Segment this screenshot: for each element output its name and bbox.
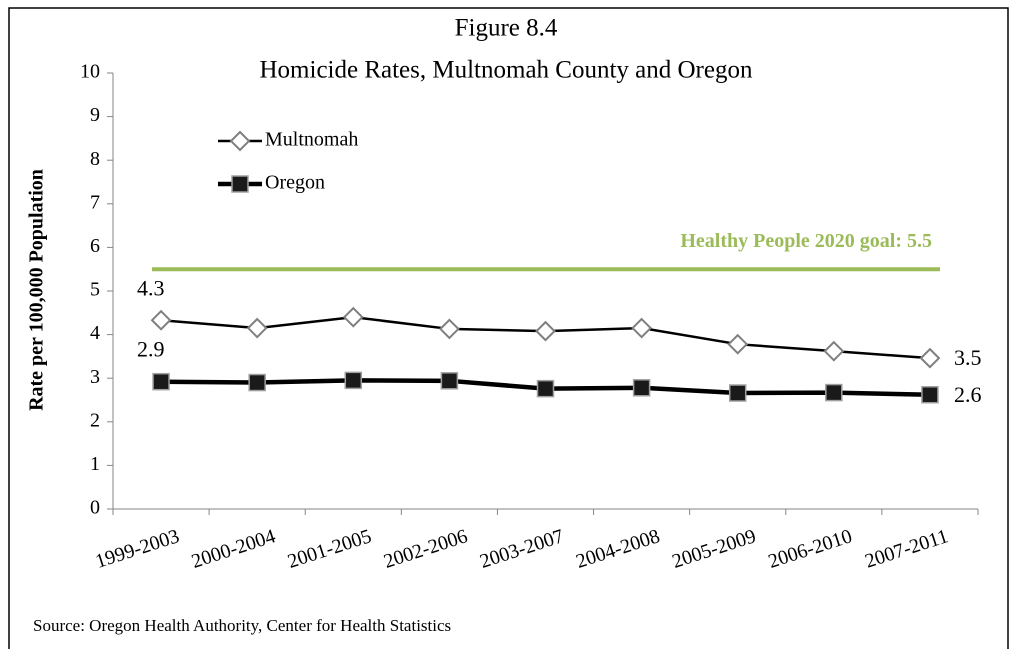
- chart-frame: [8, 7, 1009, 649]
- marker-diamond: [229, 130, 251, 152]
- marker-square: [231, 175, 249, 193]
- y-tick-label: 3: [90, 366, 100, 388]
- marker-diamond: [438, 318, 460, 340]
- y-tick-label: 0: [90, 497, 100, 519]
- marker-square: [825, 383, 843, 402]
- marker-diamond: [823, 340, 845, 362]
- marker-square: [632, 379, 651, 397]
- source-note: Source: Oregon Health Authority, Center …: [33, 616, 451, 635]
- marker-diamond: [727, 333, 749, 355]
- legend-label: Multnomah: [265, 129, 358, 151]
- chart-subtitle: Homicide Rates, Multnomah County and Ore…: [260, 57, 753, 84]
- goal-label: Healthy People 2020 goal: 5.5: [680, 230, 932, 252]
- y-tick-label: 7: [90, 191, 100, 213]
- marker-diamond: [342, 306, 364, 328]
- y-tick-label: 4: [90, 322, 100, 344]
- marker-diamond: [535, 320, 556, 342]
- y-tick-label: 8: [90, 148, 100, 170]
- marker-diamond: [919, 347, 941, 369]
- marker-square: [248, 373, 266, 392]
- marker-square: [344, 371, 363, 390]
- data-label: 2.6: [954, 382, 982, 407]
- marker-diamond: [246, 317, 268, 339]
- data-label: 4.3: [137, 275, 165, 300]
- y-tick-label: 10: [80, 61, 100, 83]
- y-axis-label: Rate per 100,000 Population: [26, 169, 48, 411]
- marker-diamond: [150, 309, 172, 331]
- chart-title: Figure 8.4: [455, 15, 558, 42]
- y-tick-label: 1: [90, 453, 100, 475]
- y-tick-label: 2: [90, 409, 100, 431]
- marker-square: [440, 372, 459, 390]
- data-label: 3.5: [954, 345, 982, 370]
- marker-square: [921, 386, 939, 404]
- marker-square: [536, 379, 555, 398]
- y-tick-label: 5: [90, 279, 100, 301]
- data-label: 2.9: [137, 337, 165, 362]
- marker-square: [728, 384, 747, 402]
- marker-diamond: [631, 317, 653, 339]
- y-tick-label: 9: [90, 104, 100, 126]
- y-tick-label: 6: [90, 235, 100, 257]
- marker-square: [152, 372, 170, 391]
- legend-label: Oregon: [265, 172, 325, 194]
